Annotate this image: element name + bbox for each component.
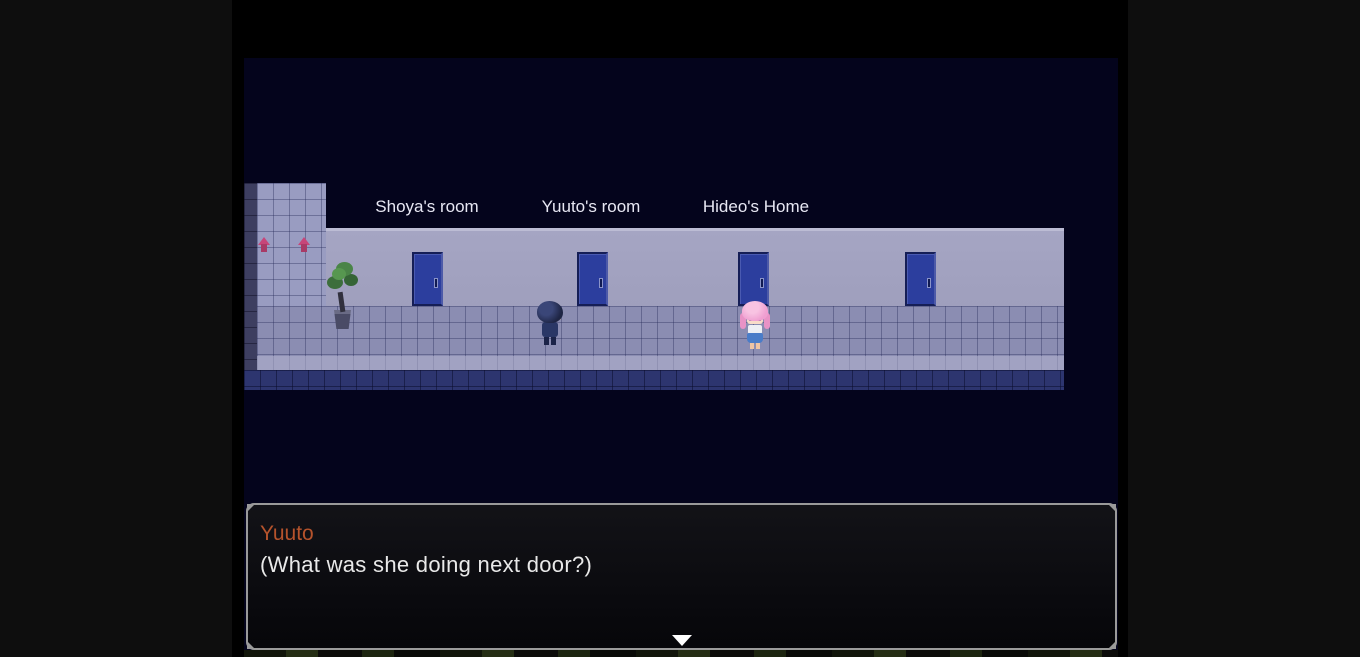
door-unlabeled: [905, 252, 936, 306]
plant-pot: [334, 310, 351, 329]
door-handle: [434, 278, 438, 288]
arrow-stem: [301, 244, 307, 252]
door-handle: [599, 278, 603, 288]
window-corner-ornament: [1108, 641, 1116, 649]
letterbox-right: [1128, 0, 1360, 657]
sprite-hair: [537, 301, 563, 323]
plant-foliage: [332, 268, 346, 280]
sprite-body: [542, 322, 558, 337]
door-shoyas-room: [412, 252, 443, 306]
door-handle: [927, 278, 931, 288]
plant-foliage: [344, 274, 358, 286]
window-corner-ornament: [1108, 504, 1116, 512]
dialogue-text: (What was she doing next door?): [260, 552, 593, 577]
hallway-wall: [326, 228, 1064, 306]
sprite-skirt: [747, 333, 763, 343]
potted-plant: [326, 260, 358, 330]
floor-dark-band: [244, 370, 1064, 390]
door-handle: [760, 278, 764, 288]
sprite-pigtail: [764, 313, 770, 329]
message-window[interactable]: Yuuto (What was she doing next door?): [246, 503, 1117, 650]
door-hideos-home: [738, 252, 769, 306]
game-viewport[interactable]: Shoya's room Yuuto's room Hideo's Home: [232, 0, 1128, 657]
room-label-yuuto: Yuuto's room: [541, 197, 641, 216]
plant-trunk: [337, 291, 346, 313]
arrow-stem: [261, 244, 267, 252]
letterbox-left: [0, 0, 232, 657]
npc-girl-sprite: [740, 301, 770, 350]
up-arrow-icon: [298, 237, 310, 252]
continue-indicator-icon: [671, 635, 692, 646]
map-strip-below-window: [244, 650, 1118, 657]
sprite-legs: [750, 343, 760, 349]
room-label-shoya: Shoya's room: [375, 197, 479, 216]
arrow-head: [298, 237, 310, 245]
arrow-head: [258, 237, 270, 245]
up-arrow-icon: [258, 237, 270, 252]
speaker-name: Yuuto: [260, 522, 314, 545]
window-corner-ornament: [247, 504, 255, 512]
dark-tile-column: [244, 183, 257, 390]
floor-light-row: [257, 356, 1064, 370]
sprite-legs: [544, 337, 556, 345]
room-label-hideo: Hideo's Home: [702, 197, 810, 216]
sprite-pigtail: [740, 313, 746, 329]
player-character-sprite: [536, 301, 564, 345]
window-corner-ornament: [247, 641, 255, 649]
door-yuutos-room: [577, 252, 608, 306]
sprite-hair: [742, 301, 768, 321]
sprite-torso: [748, 325, 762, 334]
